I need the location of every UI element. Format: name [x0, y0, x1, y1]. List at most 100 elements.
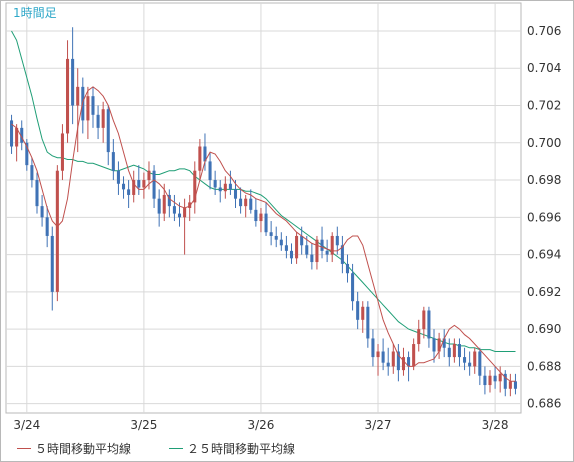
candle-body	[198, 146, 202, 171]
candle-body	[284, 245, 288, 251]
candle-body	[335, 235, 339, 246]
candle-body	[488, 375, 492, 386]
candle-body	[71, 58, 75, 106]
candle-body	[183, 208, 187, 218]
candle-body	[10, 120, 14, 147]
candle-body	[468, 362, 472, 367]
candle-body	[513, 381, 517, 389]
candle-body	[162, 194, 166, 214]
candle-body	[239, 198, 243, 207]
candle-body	[340, 245, 344, 264]
candle-body	[254, 209, 258, 222]
candle-body	[76, 86, 80, 106]
candle-body	[259, 213, 263, 222]
y-tick-label: 0.704	[527, 61, 561, 75]
candle-body	[432, 338, 436, 352]
grid-lines	[6, 3, 521, 413]
candle-body	[172, 206, 176, 214]
x-tick-label: 3/25	[130, 418, 157, 432]
candle-body	[157, 198, 161, 214]
candle-body	[274, 235, 278, 240]
x-tick-label: 3/24	[13, 418, 40, 432]
candle-body	[300, 235, 304, 246]
candle-body	[325, 250, 329, 255]
candle-body	[244, 198, 248, 207]
candle-body	[289, 250, 294, 259]
candle-body	[60, 133, 64, 171]
candle-body	[508, 381, 512, 389]
y-axis-ticks: 0.706 0.704 0.702 0.700 0.698 0.696 0.694 0.692…	[527, 24, 561, 411]
candle-body	[498, 373, 502, 382]
y-tick-label: 0.706	[527, 24, 561, 38]
x-tick-label: 3/27	[365, 418, 392, 432]
candle-body	[412, 344, 416, 367]
candle-body	[167, 194, 171, 207]
candle-body	[401, 357, 406, 371]
candle-body	[447, 347, 451, 358]
candle-body	[25, 142, 29, 166]
candle-body	[249, 198, 253, 210]
candle-body	[386, 362, 390, 367]
candle-body	[177, 213, 182, 218]
candle-body	[121, 183, 126, 190]
candlestick-chart: 0.706 0.704 0.702 0.700 0.698 0.696 0.694 0.692…	[5, 2, 561, 432]
candle-body	[30, 165, 34, 181]
candles	[10, 27, 517, 397]
candle-body	[142, 180, 146, 188]
candle-body	[310, 254, 314, 263]
candle-body	[228, 183, 232, 190]
candle-body	[483, 375, 487, 386]
candle-body	[305, 245, 309, 255]
ma5-series	[11, 86, 516, 382]
candle-body	[188, 202, 192, 208]
candle-body	[407, 357, 411, 367]
candle-body	[116, 170, 120, 184]
candle-body	[127, 189, 131, 195]
legend-label-ma25: ２５時間移動平均線	[187, 441, 296, 456]
candle-body	[96, 114, 100, 128]
y-tick-label: 0.690	[527, 322, 561, 336]
candle-body	[111, 152, 115, 171]
ma25-legend-swatch	[169, 447, 183, 449]
candle-body	[223, 183, 227, 192]
y-tick-label: 0.698	[527, 173, 561, 187]
y-tick-label: 0.694	[527, 248, 561, 262]
y-tick-label: 0.688	[527, 359, 561, 373]
candle-body	[55, 170, 59, 292]
candle-body	[66, 58, 70, 134]
candle-body	[381, 351, 385, 363]
candle-body	[208, 161, 212, 181]
ma5-line	[11, 86, 516, 382]
x-tick-label: 3/26	[247, 418, 274, 432]
candle-body	[45, 217, 49, 236]
ma5-legend-swatch	[17, 447, 31, 449]
candle-body	[442, 338, 446, 348]
candle-body	[233, 189, 238, 199]
candle-body	[264, 213, 268, 233]
candle-body	[371, 338, 375, 358]
candle-body	[427, 310, 431, 339]
candle-body	[473, 351, 477, 367]
y-tick-label: 0.702	[527, 99, 561, 113]
y-tick-label: 0.700	[527, 136, 561, 150]
candle-body	[376, 351, 380, 358]
candle-body	[295, 235, 299, 259]
candle-body	[391, 351, 395, 367]
candle-body	[218, 187, 222, 192]
candle-body	[20, 127, 24, 143]
candle-body	[203, 146, 207, 162]
candle-body	[437, 338, 441, 352]
candle-body	[351, 273, 355, 302]
candle-body	[366, 306, 370, 339]
candle-body	[417, 329, 421, 345]
candle-body	[269, 232, 273, 236]
candle-body	[396, 351, 400, 371]
candle-body	[452, 344, 456, 358]
candle-body	[478, 351, 482, 376]
legend-item-ma25: ２５時間移動平均線	[169, 440, 295, 456]
candle-body	[91, 96, 95, 115]
candle-body	[193, 170, 197, 203]
candle-body	[40, 206, 44, 218]
candle-body	[152, 170, 156, 199]
